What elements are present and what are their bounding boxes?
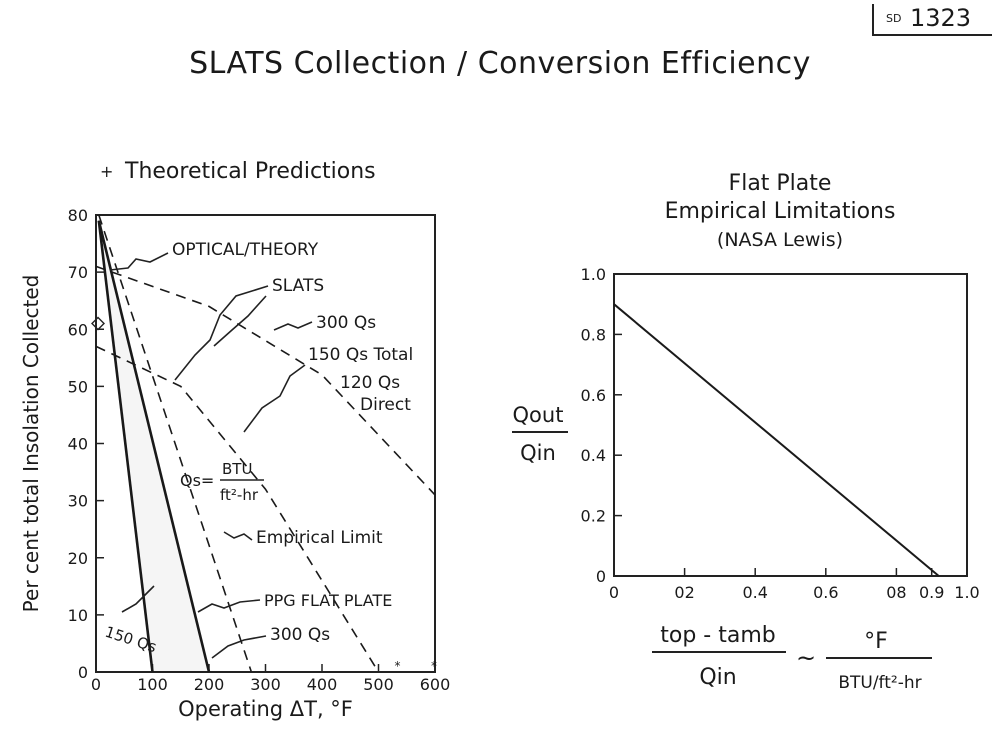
- y-tick-label: 0: [596, 567, 606, 586]
- series-line-4: [97, 220, 211, 673]
- label-ppg-flat-plate: PPG FLAT PLATE: [264, 591, 392, 610]
- y-tick-label: 10: [68, 606, 88, 625]
- leader-slats-2: [213, 295, 267, 347]
- document-id-stamp: SD 1323: [872, 4, 992, 36]
- y-axis-label-den: Qin: [520, 441, 556, 465]
- label-150qs-total: 150 Qs Total: [308, 345, 413, 365]
- y-tick-label: 70: [68, 263, 88, 282]
- y-tick-label: 0: [78, 663, 88, 682]
- asterisk-marker-600: *: [431, 659, 437, 673]
- label-300qs-solid: 300 Qs: [270, 625, 330, 645]
- y-axis-label-left: Per cent total Insolation Collected: [19, 275, 43, 613]
- leader-150qs-total: [243, 364, 306, 433]
- chart-title-left: Theoretical Predictions: [124, 159, 376, 184]
- x-tick-label: 0.4: [742, 583, 767, 602]
- x-tick-label: 1.0: [954, 583, 979, 602]
- x-axis-label-num: top - tamb: [660, 623, 775, 648]
- y-tick-label: 0.2: [581, 507, 606, 526]
- limit-line: [613, 303, 940, 577]
- y-tick-label: 0.8: [581, 325, 606, 344]
- label-120qs: 120 Qs: [340, 373, 400, 393]
- x-tick-label: 100: [137, 675, 168, 694]
- y-axis-label-num: Qout: [513, 403, 564, 427]
- x-axis-label-tilde: ~: [796, 644, 816, 672]
- y-tick-label: 60: [68, 320, 88, 339]
- diamond-marker: [91, 316, 105, 331]
- y-tick-label: 20: [68, 549, 88, 568]
- x-tick-label: 200: [194, 675, 225, 694]
- label-300qs: 300 Qs: [316, 313, 376, 333]
- chart-title-right-line-2: (NASA Lewis): [717, 229, 843, 251]
- y-tick-label: 30: [68, 492, 88, 511]
- x-tick-label: 400: [307, 675, 338, 694]
- x-tick-label: 08: [886, 583, 906, 602]
- y-tick-label: 0.4: [581, 446, 606, 465]
- x-tick-label: 02: [674, 583, 694, 602]
- leader-slats-1: [174, 285, 269, 381]
- x-tick-label: 500: [363, 675, 394, 694]
- leader-300qs-solid: [211, 635, 267, 659]
- y-tick-label: 50: [68, 377, 88, 396]
- x-tick-label: 0.9: [919, 583, 944, 602]
- x-tick-label: 0: [91, 675, 101, 694]
- series-line-2: [95, 345, 380, 673]
- x-axis-label-left: Operating ΔT, °F: [178, 697, 353, 721]
- page-title: SLATS Collection / Conversion Efficiency: [189, 46, 811, 81]
- x-tick-label: 0.6: [813, 583, 838, 602]
- leader-ppg: [197, 599, 261, 613]
- plus-mark: +: [100, 162, 113, 181]
- plot-frame-right: [613, 273, 968, 577]
- x-axis-unit-den: BTU/ft²-hr: [838, 673, 921, 693]
- leader-optical-theory: [109, 252, 169, 271]
- label-optical-theory: OPTICAL/THEORY: [172, 240, 319, 260]
- solid-wedge-fill: [98, 220, 209, 672]
- series-line-0: [98, 214, 253, 673]
- label-empirical-limit: Empirical Limit: [256, 528, 383, 548]
- document-id-prefix: SD: [886, 12, 902, 25]
- label-qs-def-den: ft²-hr: [220, 486, 259, 504]
- leader-300qs: [273, 321, 313, 331]
- label-slats: SLATS: [272, 276, 324, 296]
- label-direct: Direct: [360, 395, 411, 415]
- y-tick-label: 40: [68, 435, 88, 454]
- series-line-1: [95, 265, 436, 496]
- y-tick-label: 1.0: [581, 265, 606, 284]
- asterisk-marker-500: *: [395, 659, 401, 673]
- y-tick-label: 0.6: [581, 386, 606, 405]
- y-tick-label: 80: [68, 206, 88, 225]
- chart-title-right-line-1: Empirical Limitations: [665, 199, 896, 224]
- x-tick-label: 300: [250, 675, 281, 694]
- x-axis-label-den: Qin: [699, 665, 736, 690]
- x-axis-unit-num: °F: [864, 629, 888, 654]
- leader-empirical-limit: [223, 531, 253, 541]
- leader-150qs-solid: [121, 585, 155, 613]
- x-tick-label: 0: [609, 583, 619, 602]
- document-id-number: 1323: [910, 4, 972, 32]
- x-tick-label: 600: [420, 675, 451, 694]
- label-qs-def-num: BTU: [222, 460, 252, 478]
- label-qs-def-lhs: Qs=: [180, 471, 214, 490]
- chart-title-right-line-0: Flat Plate: [729, 171, 832, 196]
